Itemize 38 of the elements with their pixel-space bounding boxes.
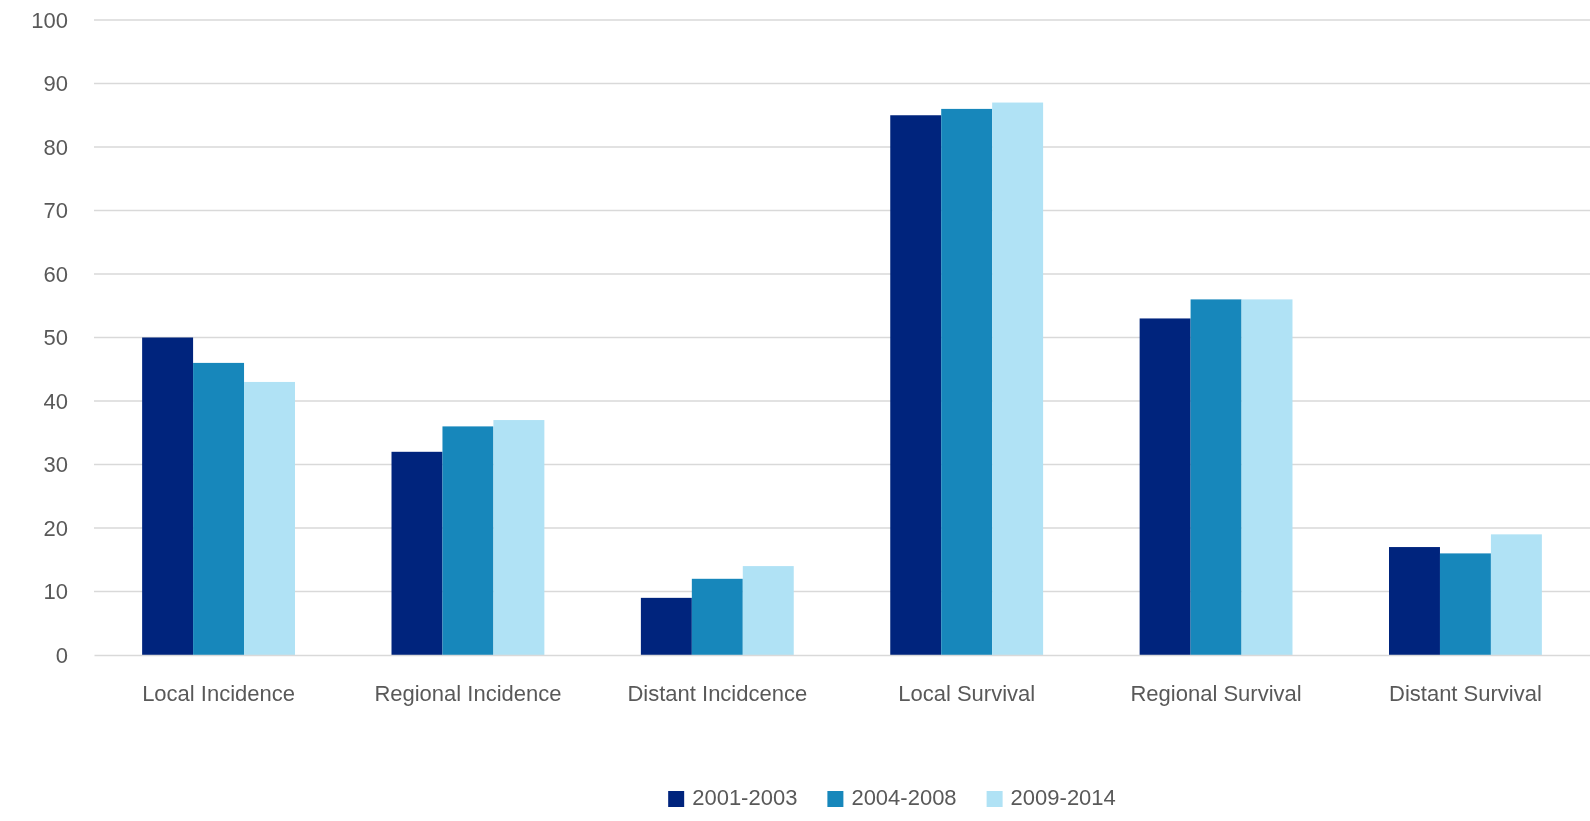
legend-label: 2009-2014 <box>1010 785 1116 810</box>
bar <box>691 578 743 655</box>
y-tick-label: 20 <box>43 515 68 541</box>
x-tick-label: Regional Survival <box>1130 680 1302 706</box>
x-tick-label: Local Incidence <box>142 680 296 706</box>
bar <box>1389 547 1440 655</box>
bar <box>742 566 794 655</box>
y-tick-label: 40 <box>43 388 68 414</box>
bar <box>1241 299 1293 655</box>
bar <box>193 362 245 655</box>
y-tick-label: 60 <box>43 261 68 287</box>
bar <box>493 420 545 655</box>
y-tick-label: 90 <box>43 71 68 97</box>
y-tick-label: 50 <box>43 325 68 351</box>
bar <box>142 337 194 655</box>
bar <box>1490 534 1542 655</box>
bar <box>1439 553 1491 655</box>
bar <box>1190 299 1242 655</box>
bar <box>992 102 1044 655</box>
legend-label: 2001-2003 <box>692 785 798 810</box>
legend-label: 2004-2008 <box>851 785 957 810</box>
x-tick-label: Regional Incidence <box>374 680 562 706</box>
y-tick-label: 70 <box>43 198 68 224</box>
bar <box>442 426 494 655</box>
x-tick-label: Local Survival <box>898 680 1036 706</box>
x-tick-label: Distant Incidcence <box>627 680 808 706</box>
bar <box>941 108 993 655</box>
bar <box>1139 318 1191 655</box>
y-tick-label: 10 <box>43 579 68 605</box>
bar <box>890 115 942 655</box>
x-tick-label: Distant Survival <box>1389 680 1542 706</box>
y-tick-label: 100 <box>31 7 68 33</box>
y-tick-label: 80 <box>43 134 68 160</box>
y-tick-label: 30 <box>43 452 68 478</box>
bar <box>391 451 443 655</box>
y-tick-label: 0 <box>55 642 68 668</box>
bar <box>244 381 295 655</box>
bar <box>640 597 692 655</box>
